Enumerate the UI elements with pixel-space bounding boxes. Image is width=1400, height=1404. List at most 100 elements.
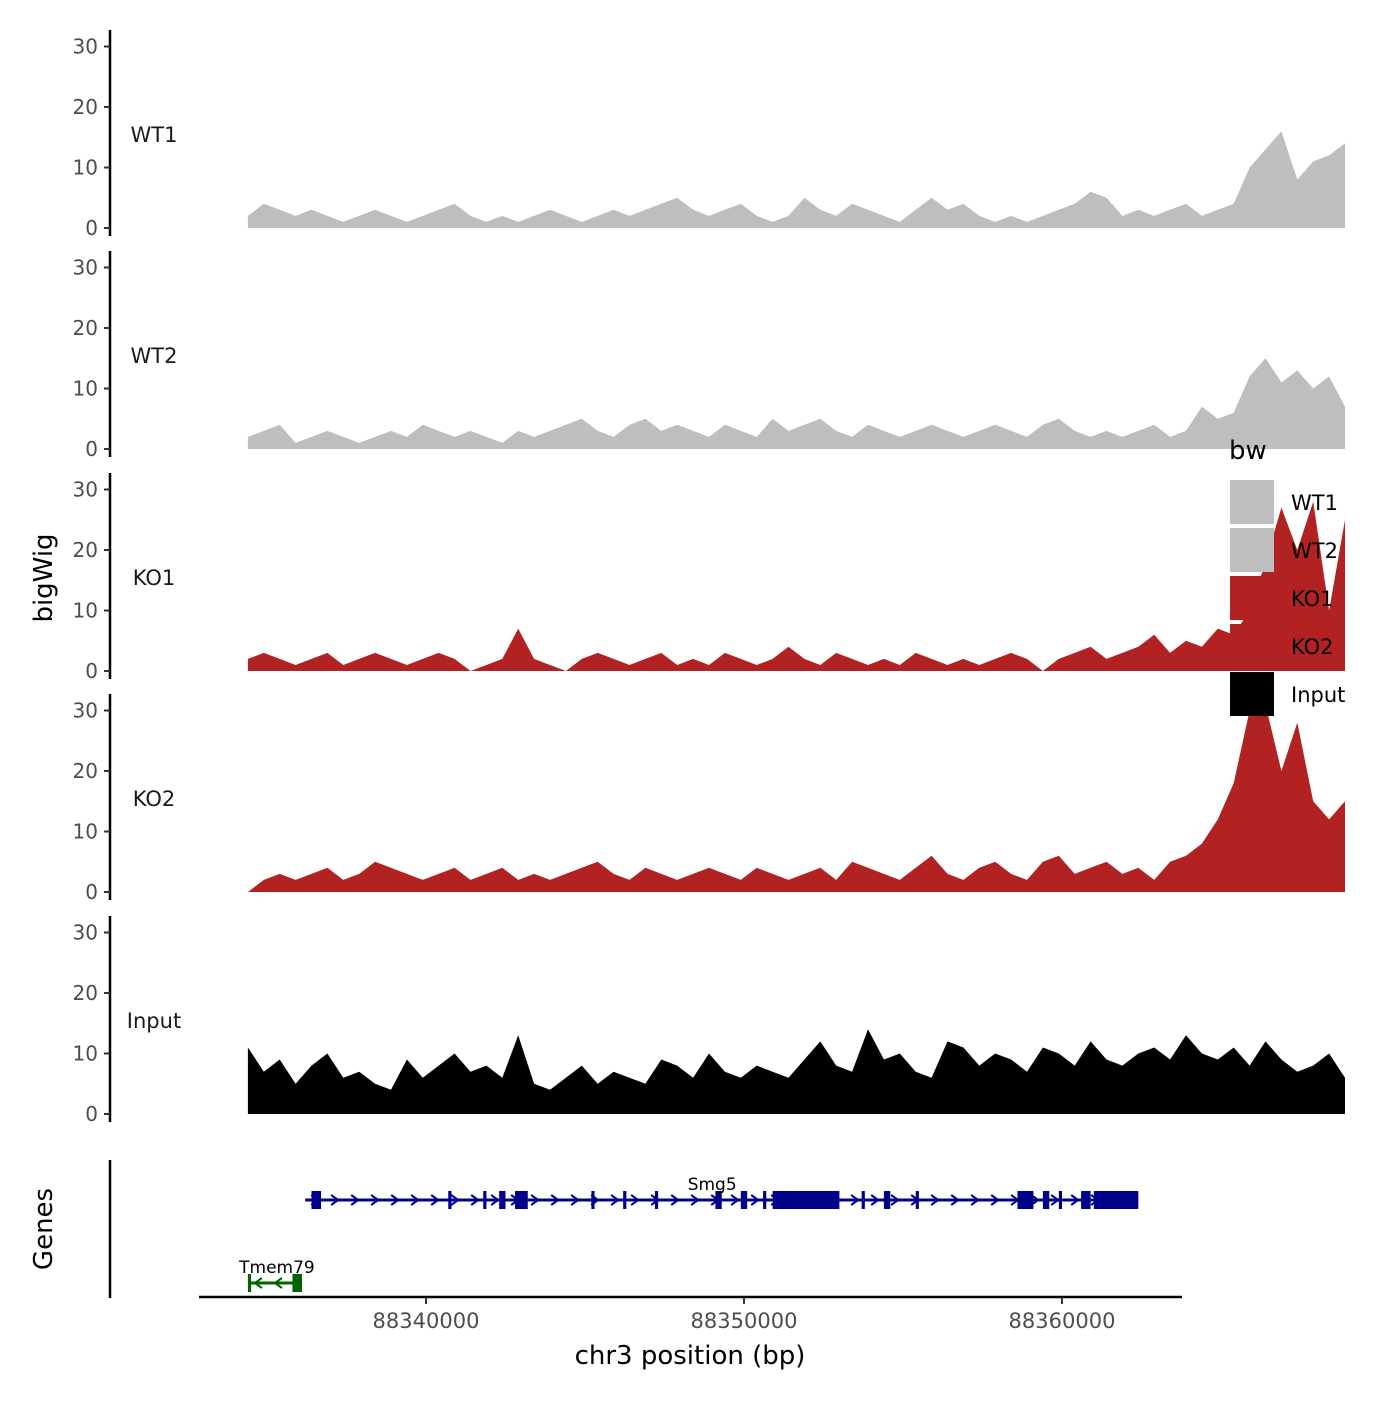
exon-smg5-12 [772, 1191, 840, 1209]
strand-arrow-smg5 [1030, 1194, 1040, 1206]
strand-arrow-smg5 [630, 1194, 640, 1206]
exon-smg5-1 [311, 1191, 322, 1209]
strand-arrow-smg5 [850, 1194, 860, 1206]
y-tick-label-ko2-10: 10 [73, 820, 98, 844]
exon-smg5-19 [1081, 1191, 1091, 1209]
area-ko1 [247, 501, 1345, 671]
gene-tmem79: Tmem79 [238, 1258, 315, 1292]
area-ko2 [247, 704, 1345, 892]
legend-label-ko1: KO1 [1291, 587, 1334, 611]
strand-arrow-smg5 [870, 1194, 880, 1206]
x-tick-label-88360000: 88360000 [1009, 1309, 1116, 1333]
y-tick-label-wt1-20: 20 [73, 95, 98, 119]
y-axis-title-bigwig: bigWig [29, 533, 59, 622]
track-ko2: 0 10 20 30 KO2 [73, 694, 1345, 904]
strand-arrow-smg5 [990, 1194, 1000, 1206]
y-tick-label-wt1-30: 30 [73, 35, 98, 59]
strand-arrow-smg5 [370, 1194, 380, 1206]
strand-arrow-smg5 [530, 1194, 540, 1206]
track-label-ko2: KO2 [133, 787, 176, 811]
legend-label-ko2: KO2 [1291, 635, 1334, 659]
exon-smg5-20 [1093, 1191, 1139, 1209]
y-tick-label-input-0: 0 [85, 1102, 98, 1126]
exon-smg5-7 [623, 1191, 627, 1209]
strand-arrow-smg5 [350, 1194, 360, 1206]
strand-arrow-smg5 [570, 1194, 580, 1206]
strand-arrow-smg5 [410, 1194, 420, 1206]
x-axis: 88340000 88350000 88360000 [199, 1295, 1182, 1333]
legend-label-input: Input [1291, 683, 1345, 707]
x-axis-title: chr3 position (bp) [575, 1341, 806, 1371]
exon-smg5-14 [883, 1191, 891, 1209]
strand-arrow-smg5 [330, 1194, 340, 1206]
exon-smg5-10 [740, 1191, 748, 1209]
x-tick-label-88350000: 88350000 [691, 1309, 798, 1333]
legend: bw WT1 WT2 KO1 KO2 Input [1229, 436, 1345, 716]
y-tick-label-wt2-30: 30 [73, 256, 98, 280]
y-tick-label-ko1-0: 0 [85, 659, 98, 683]
area-input [247, 1029, 1345, 1114]
exon-smg5-17 [1042, 1191, 1050, 1209]
strand-arrow-smg5 [470, 1194, 480, 1206]
exon-tmem79-2 [292, 1274, 302, 1292]
y-axis-title-genes: Genes [29, 1188, 59, 1270]
track-label-wt2: WT2 [131, 344, 178, 368]
gene-label-smg5: Smg5 [688, 1175, 737, 1195]
strand-arrow-smg5 [1050, 1194, 1060, 1206]
gene-smg5: Smg5 [305, 1175, 1139, 1209]
y-tick-label-input-30: 30 [73, 921, 98, 945]
strand-arrow-smg5 [490, 1194, 500, 1206]
exon-smg5-6 [591, 1191, 595, 1209]
x-tick-label-88340000: 88340000 [373, 1309, 480, 1333]
legend-label-wt2: WT2 [1291, 539, 1338, 563]
exon-smg5-13 [861, 1191, 865, 1209]
exon-smg5-4 [499, 1191, 506, 1209]
y-tick-label-ko1-10: 10 [73, 599, 98, 623]
exon-smg5-2 [448, 1191, 452, 1209]
gene-label-tmem79: Tmem79 [238, 1258, 315, 1278]
strand-arrow-smg5 [890, 1194, 900, 1206]
strand-arrow-tmem79 [253, 1277, 263, 1289]
legend-label-wt1: WT1 [1291, 491, 1338, 515]
exon-smg5-16 [1017, 1191, 1034, 1209]
area-wt2 [247, 358, 1345, 449]
strand-arrow-smg5 [430, 1194, 440, 1206]
exon-smg5-8 [654, 1191, 659, 1209]
exon-smg5-15 [915, 1191, 919, 1209]
gene-track: Smg5 Tmem79 [108, 1160, 1139, 1298]
coverage-tracks: 0 10 20 30 WT1 0 10 20 30 WT2 0 10 20 30 KO1 0 10 20 30 KO2… [73, 30, 1345, 1126]
strand-arrow-smg5 [1070, 1194, 1080, 1206]
strand-arrow-smg5 [450, 1194, 460, 1206]
track-label-wt1: WT1 [131, 123, 178, 147]
track-label-input: Input [127, 1009, 181, 1033]
strand-arrow-smg5 [730, 1194, 740, 1206]
exon-smg5-11 [763, 1191, 767, 1209]
y-tick-label-wt1-10: 10 [73, 156, 98, 180]
y-tick-label-input-20: 20 [73, 981, 98, 1005]
legend-key-wt2 [1230, 528, 1274, 572]
strand-arrow-smg5 [670, 1194, 680, 1206]
exon-smg5-5 [515, 1191, 528, 1209]
y-tick-label-wt2-20: 20 [73, 316, 98, 340]
exon-smg5-3 [483, 1191, 487, 1209]
track-wt1: 0 10 20 30 WT1 [73, 30, 1345, 240]
legend-key-ko2 [1230, 624, 1274, 668]
y-tick-label-ko1-30: 30 [73, 478, 98, 502]
y-tick-label-wt2-10: 10 [73, 377, 98, 401]
legend-title: bw [1229, 436, 1267, 466]
strand-arrow-smg5 [390, 1194, 400, 1206]
strand-arrow-smg5 [650, 1194, 660, 1206]
exon-smg5-18 [1058, 1191, 1062, 1209]
track-input: 0 10 20 30 Input [73, 916, 1345, 1126]
strand-arrow-smg5 [930, 1194, 940, 1206]
strand-arrow-smg5 [970, 1194, 980, 1206]
strand-arrow-smg5 [950, 1194, 960, 1206]
area-wt1 [247, 131, 1345, 228]
y-tick-label-wt2-0: 0 [85, 437, 98, 461]
exon-tmem79-1 [247, 1274, 252, 1292]
strand-arrow-smg5 [610, 1194, 620, 1206]
y-tick-label-wt1-0: 0 [85, 216, 98, 240]
strand-arrow-tmem79 [273, 1277, 283, 1289]
